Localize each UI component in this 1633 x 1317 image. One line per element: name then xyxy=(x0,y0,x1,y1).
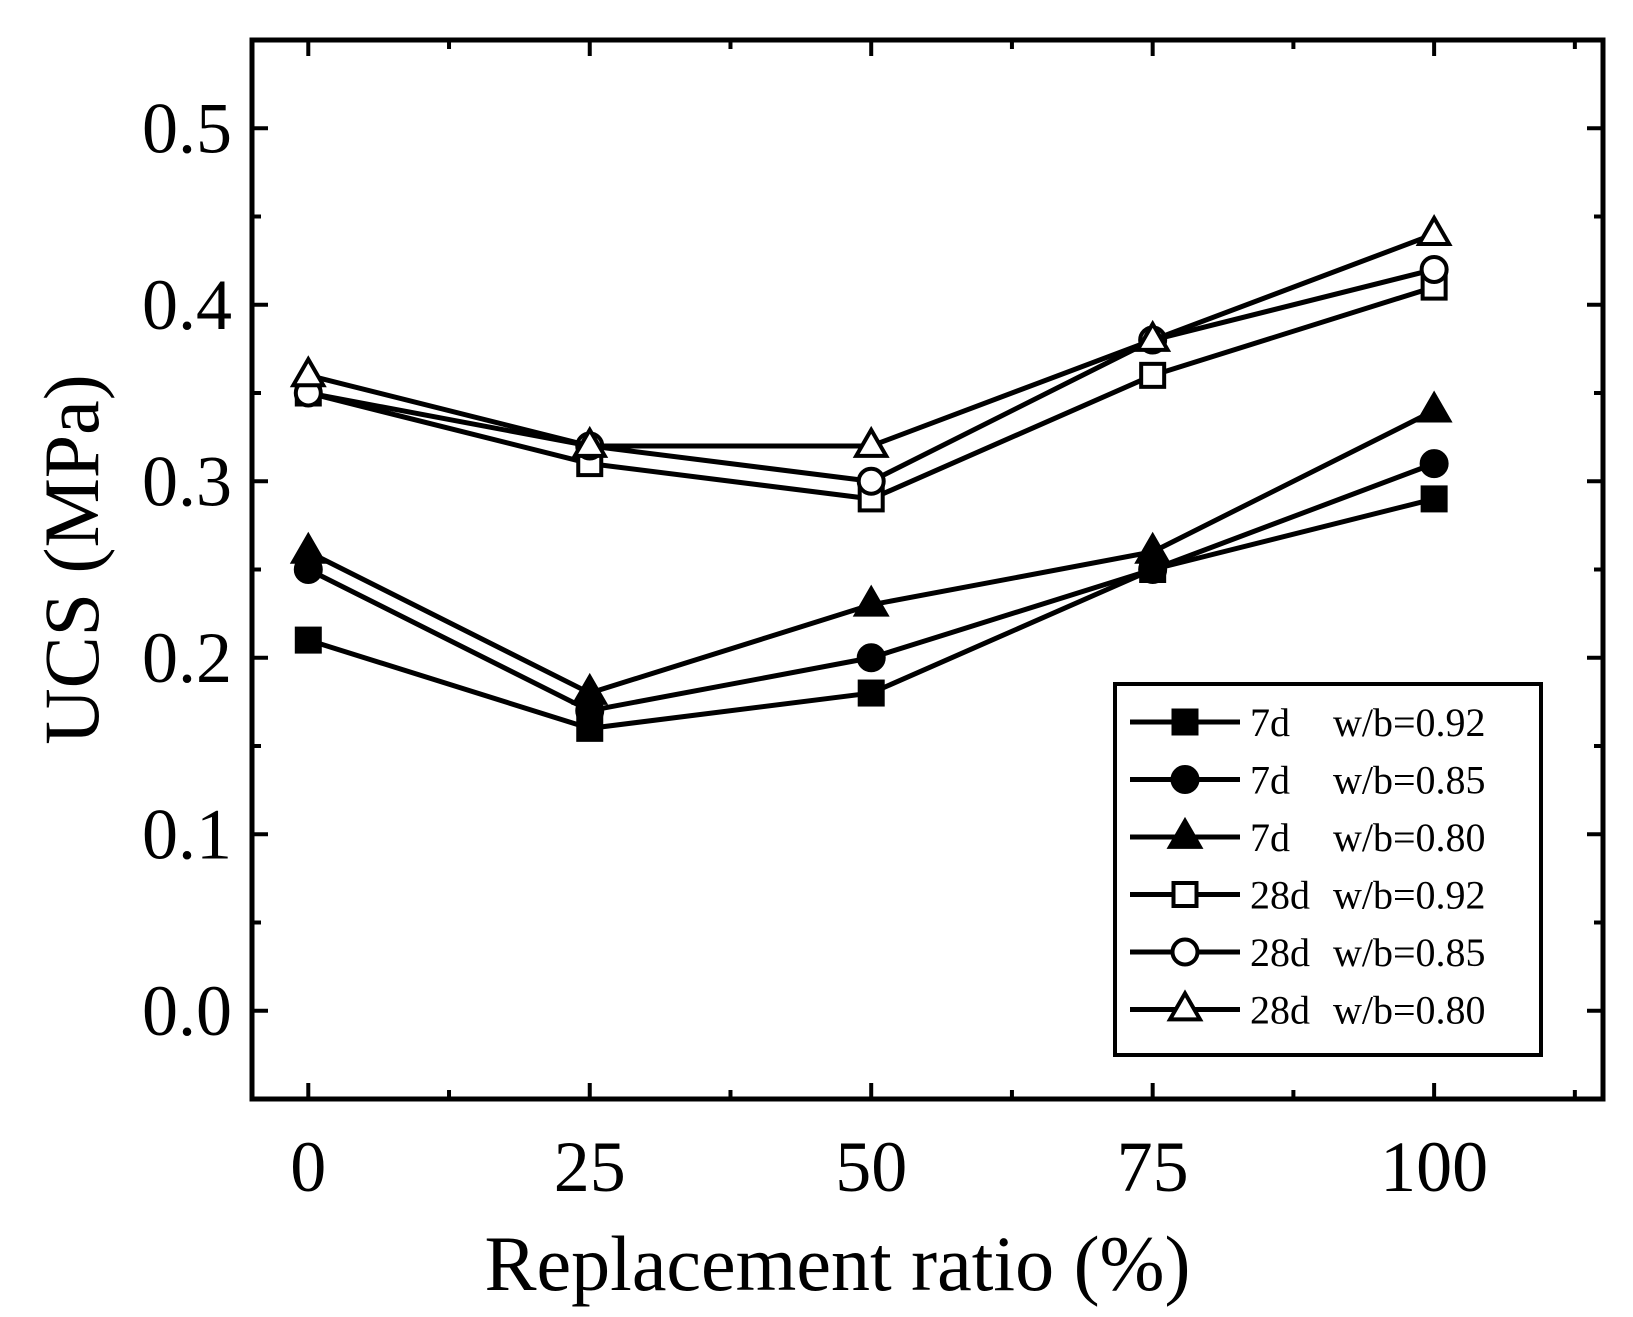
x-axis-title: Replacement ratio (%) xyxy=(485,1220,1191,1307)
data-point xyxy=(289,355,327,388)
legend-item: 28d w/b=0.92 xyxy=(1130,873,1486,918)
data-point xyxy=(571,672,609,705)
x-tick-label: 100 xyxy=(1380,1127,1488,1207)
x-tick-label: 0 xyxy=(290,1127,326,1207)
series-layer xyxy=(289,214,1453,742)
data-point xyxy=(1419,449,1449,479)
legend-ratio: w/b=0.92 xyxy=(1333,700,1486,745)
data-point xyxy=(856,466,886,496)
legend-age: 28d xyxy=(1250,988,1310,1033)
legend-ratio: w/b=0.85 xyxy=(1333,930,1486,975)
legend-marker xyxy=(1170,765,1200,794)
legend-marker xyxy=(1166,816,1204,849)
y-tick-label: 0.4 xyxy=(142,265,232,345)
legend-item: 7d w/b=0.85 xyxy=(1130,758,1486,803)
data-point xyxy=(852,584,890,617)
legend-age: 28d xyxy=(1250,930,1310,975)
y-tick-label: 0.1 xyxy=(142,794,232,874)
data-point xyxy=(1415,214,1453,247)
legend-item: 7d w/b=0.92 xyxy=(1130,700,1486,745)
legend-ratio: w/b=0.92 xyxy=(1333,873,1486,918)
data-point xyxy=(1420,485,1448,513)
y-tick-label: 0.0 xyxy=(142,971,232,1051)
data-point xyxy=(1139,361,1167,389)
y-tick-label: 0.3 xyxy=(142,441,232,521)
x-tick-label: 75 xyxy=(1117,1127,1189,1207)
legend-item: 28d w/b=0.80 xyxy=(1130,988,1486,1033)
data-point xyxy=(294,626,322,654)
legend-item: 7d w/b=0.80 xyxy=(1130,815,1486,860)
x-tick-label: 25 xyxy=(554,1127,626,1207)
legend-age: 7d xyxy=(1250,758,1290,803)
legend-marker xyxy=(1171,881,1199,908)
data-point xyxy=(289,531,327,564)
legend-ratio: w/b=0.80 xyxy=(1333,815,1486,860)
data-point xyxy=(856,643,886,673)
legend-item: 28d w/b=0.85 xyxy=(1130,930,1486,975)
y-axis-title: UCS (MPa) xyxy=(28,374,115,745)
legend-ratio: w/b=0.80 xyxy=(1333,988,1486,1033)
legend-age: 28d xyxy=(1250,873,1310,918)
x-tick-label: 50 xyxy=(835,1127,907,1207)
data-point xyxy=(1419,254,1449,284)
legend-marker xyxy=(1170,937,1200,967)
series-3 xyxy=(289,390,1453,705)
legend-marker xyxy=(1171,708,1199,736)
legend-marker xyxy=(1166,989,1204,1022)
data-point xyxy=(1415,390,1453,423)
legend-ratio: w/b=0.85 xyxy=(1333,758,1486,803)
legend-age: 7d xyxy=(1250,815,1290,860)
data-point xyxy=(571,425,609,458)
data-point xyxy=(1134,531,1172,564)
y-tick-label: 0.5 xyxy=(142,88,232,168)
legend-age: 7d xyxy=(1250,700,1290,745)
data-point xyxy=(1134,319,1172,352)
label-layer: 0 25 50 75 100 0.0 0.1 0.2 0.3 0.4 0.5 xyxy=(142,88,1488,1207)
tick-layer xyxy=(252,38,1603,1101)
data-point xyxy=(857,679,885,707)
series-6 xyxy=(289,214,1453,458)
legend: 7d w/b=0.92 7d w/b=0.85 7d w/b=0.80 28d w/b=0.9… xyxy=(1113,682,1543,1057)
y-tick-label: 0.2 xyxy=(142,618,232,698)
data-point xyxy=(852,425,890,458)
